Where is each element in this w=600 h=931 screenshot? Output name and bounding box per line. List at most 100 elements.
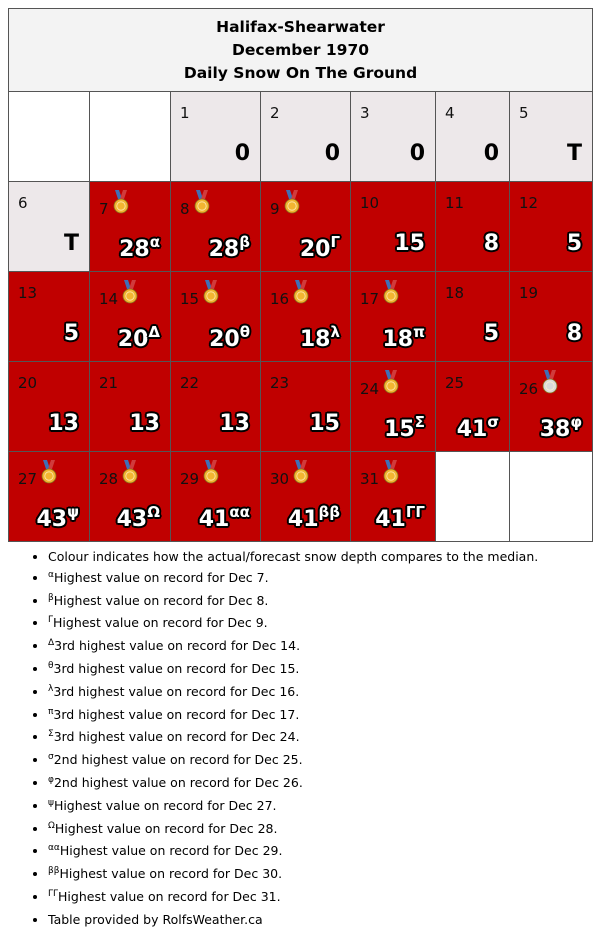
footnote-item: θ3rd highest value on record for Dec 15. — [48, 659, 538, 682]
day-cell-22: 22 13 — [170, 361, 261, 452]
snow-depth-number: 28 — [208, 237, 240, 262]
calendar-container: Halifax-Shearwater December 1970 Daily S… — [7, 8, 594, 542]
snow-depth-number: 0 — [234, 141, 250, 166]
snow-depth-number: T — [63, 231, 79, 256]
day-number: 13 — [18, 284, 38, 302]
day-cell-30: 30 41ββ — [260, 451, 351, 542]
footnote-marker: Δ — [48, 638, 55, 649]
day-cell-13: 13 5 — [8, 271, 90, 362]
footnote-item: λ3rd highest value on record for Dec 16. — [48, 682, 538, 705]
snow-depth-value: 0 — [325, 143, 340, 165]
gold-medal-icon — [122, 460, 138, 484]
day-cell-21: 21 13 — [89, 361, 171, 452]
day-cell-31: 31 41ΓΓ — [350, 451, 436, 542]
footnote-text: 2nd highest value on record for Dec 25. — [53, 752, 303, 768]
footnote-item: Δ3rd highest value on record for Dec 14. — [48, 636, 538, 659]
footnote-text: Highest value on record for Dec 30. — [59, 866, 283, 882]
gold-medal-icon — [41, 460, 57, 484]
snow-depth-number: 41 — [456, 417, 488, 442]
day-cell-15: 15 20θ — [170, 271, 261, 362]
snow-depth-number: 41 — [375, 507, 406, 532]
footnote-text: Highest value on record for Dec 27. — [53, 797, 277, 813]
footnote-item: ΩHighest value on record for Dec 28. — [48, 819, 538, 842]
day-number: 30 — [270, 470, 290, 488]
footnote-text: Highest value on record for Dec 9. — [53, 615, 268, 631]
day-number: 7 — [99, 200, 109, 218]
snow-depth-number: 0 — [483, 141, 499, 166]
day-number: 24 — [360, 380, 380, 398]
snow-depth-value: 0 — [484, 143, 499, 165]
snow-depth-number: 5 — [483, 321, 499, 346]
day-cell-24: 24 15Σ — [350, 361, 436, 452]
snow-depth-number: 15 — [384, 417, 415, 442]
day-cell-27: 27 43ψ — [8, 451, 90, 542]
day-number: 4 — [445, 104, 455, 122]
snow-depth-number: 20 — [209, 327, 240, 352]
snow-depth-value: 15 — [394, 233, 425, 255]
snow-depth-number: 20 — [299, 237, 331, 262]
day-number: 9 — [270, 200, 280, 218]
empty-cell — [89, 91, 171, 182]
snow-depth-value: 13 — [219, 413, 250, 435]
empty-cell — [8, 91, 90, 182]
footnote-item: Σ3rd highest value on record for Dec 24. — [48, 727, 538, 750]
gold-medal-icon — [113, 190, 129, 214]
record-footnote-marker: ββ — [318, 503, 340, 521]
snow-depth-value: 18π — [383, 325, 426, 351]
day-number: 27 — [18, 470, 38, 488]
day-cell-28: 28 43Ω — [89, 451, 171, 542]
day-number: 3 — [360, 104, 370, 122]
day-cell-7: 7 28α — [89, 181, 171, 272]
empty-cell — [508, 451, 594, 542]
day-number: 5 — [519, 104, 529, 122]
gold-medal-icon — [293, 280, 309, 304]
footnote-marker: Σ — [48, 729, 54, 740]
snow-depth-number: 38 — [539, 417, 571, 442]
day-number: 8 — [180, 200, 190, 218]
day-cell-18: 18 5 — [435, 271, 510, 362]
snow-depth-value: 5 — [567, 233, 582, 255]
snow-depth-number: 5 — [566, 231, 583, 256]
gold-medal-icon — [122, 280, 138, 304]
footnote-item: Table provided by RolfsWeather.ca — [48, 910, 538, 931]
day-number: 31 — [360, 470, 380, 488]
day-number: 23 — [270, 374, 290, 392]
snow-depth-value: 15Σ — [384, 415, 425, 442]
snow-depth-value: 41σ — [456, 415, 499, 442]
snow-depth-value: T — [64, 233, 79, 255]
footnote-text: Highest value on record for Dec 7. — [53, 569, 269, 585]
footnote-text: Colour indicates how the actual/forecast… — [48, 549, 539, 564]
footnote-marker: θ — [48, 660, 54, 671]
snow-depth-value: 5 — [64, 323, 79, 345]
table-subtitle: Daily Snow On The Ground — [183, 63, 418, 82]
record-footnote-marker: α — [149, 233, 160, 251]
day-cell-11: 11 8 — [435, 181, 510, 272]
gold-medal-icon — [383, 280, 399, 304]
station-name: Halifax-Shearwater — [216, 17, 385, 36]
snow-depth-number: 5 — [63, 321, 79, 346]
snow-depth-value: 41ββ — [288, 505, 340, 531]
day-cell-14: 14 20Δ — [89, 271, 171, 362]
footnote-text: 3rd highest value on record for Dec 14. — [54, 638, 301, 654]
snow-depth-value: 41ΓΓ — [375, 505, 425, 532]
gold-medal-icon — [383, 460, 399, 484]
snow-depth-number: 0 — [324, 141, 340, 166]
snow-depth-number: 41 — [198, 507, 230, 532]
footnote-marker: π — [48, 706, 54, 717]
day-cell-17: 17 18π — [350, 271, 436, 362]
footnote-marker: ΓΓ — [48, 888, 59, 899]
snow-depth-number: 8 — [483, 231, 499, 256]
gold-medal-icon — [203, 460, 219, 484]
day-number: 20 — [18, 374, 38, 392]
empty-cell — [435, 451, 510, 542]
gold-medal-icon — [203, 280, 219, 304]
footnote-marker: σ — [48, 752, 54, 763]
footnote-text: Highest value on record for Dec 29. — [59, 843, 283, 859]
day-number: 25 — [445, 374, 465, 392]
footnote-text: Table provided by RolfsWeather.ca — [48, 911, 263, 927]
day-number: 28 — [99, 470, 119, 488]
footnote-text: Highest value on record for Dec 28. — [54, 820, 278, 836]
